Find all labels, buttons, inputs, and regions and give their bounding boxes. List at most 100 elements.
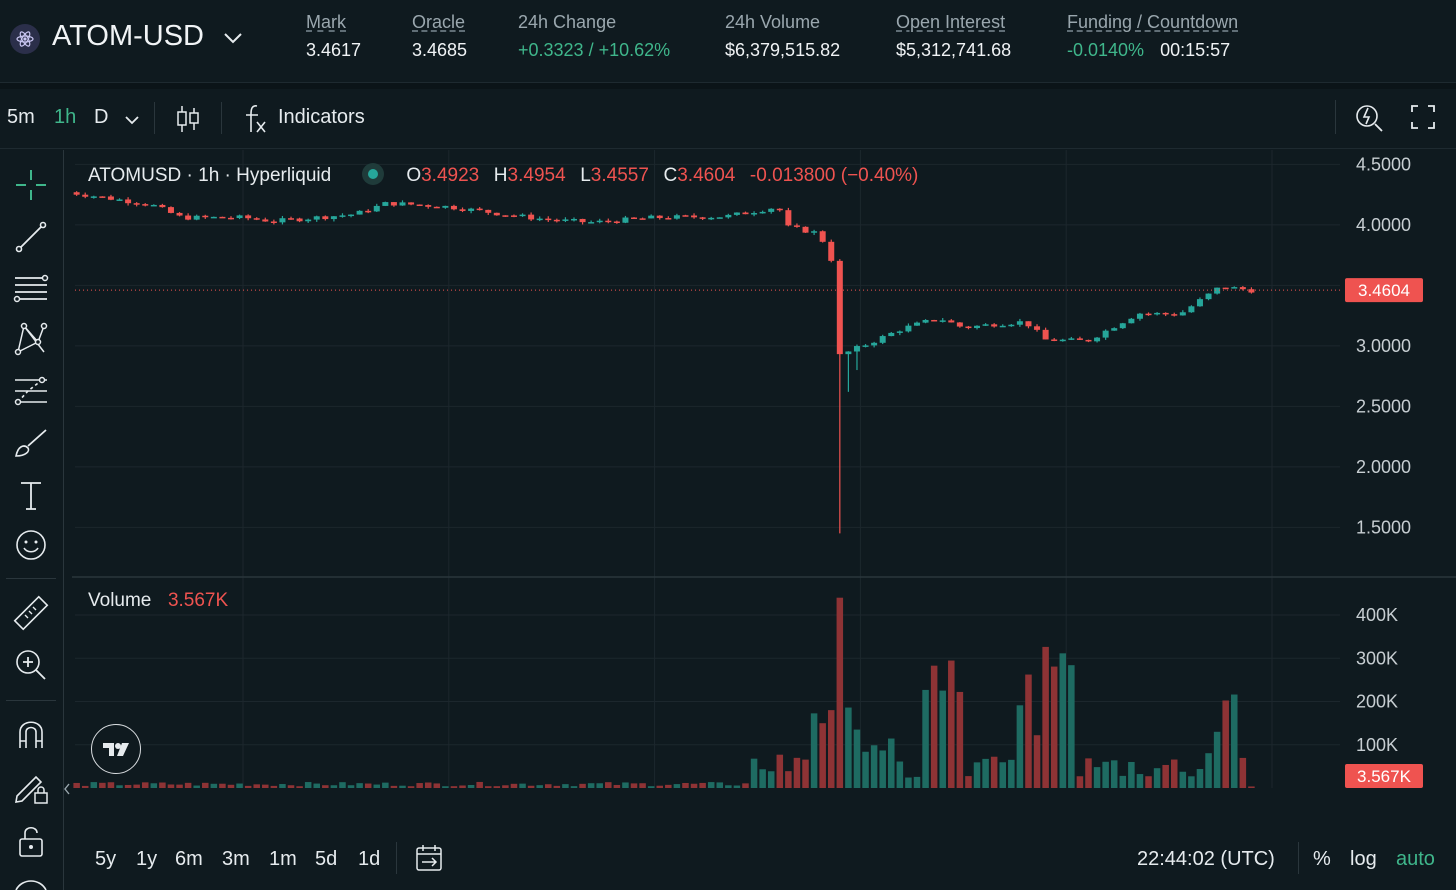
- lock-drawing-icon[interactable]: [12, 768, 50, 806]
- candle[interactable]: [699, 217, 706, 219]
- candle[interactable]: [579, 218, 586, 223]
- candle[interactable]: [262, 219, 269, 222]
- candle[interactable]: [716, 217, 723, 219]
- candle[interactable]: [605, 220, 612, 223]
- candle[interactable]: [442, 205, 449, 208]
- candle[interactable]: [150, 204, 157, 207]
- log-toggle[interactable]: log: [1350, 848, 1377, 870]
- candle[interactable]: [1119, 323, 1126, 329]
- candle[interactable]: [528, 214, 535, 220]
- range-6m[interactable]: 6m: [175, 848, 203, 870]
- candle[interactable]: [536, 218, 543, 221]
- candle[interactable]: [390, 202, 397, 206]
- open-interest-label[interactable]: Open Interest: [896, 12, 1006, 32]
- interval-1h[interactable]: 1h: [54, 106, 77, 128]
- candle[interactable]: [167, 207, 174, 213]
- candle[interactable]: [1102, 330, 1109, 338]
- candle[interactable]: [691, 215, 698, 218]
- symbol-label[interactable]: ATOMUSD · 1h · Hyperliquid: [88, 165, 332, 186]
- candle[interactable]: [622, 217, 629, 223]
- candle[interactable]: [991, 324, 998, 327]
- candle[interactable]: [1154, 312, 1161, 315]
- candle[interactable]: [1111, 328, 1118, 331]
- candle[interactable]: [965, 326, 972, 329]
- magnet-icon[interactable]: [12, 716, 50, 754]
- interval-5m[interactable]: 5m: [7, 106, 35, 128]
- candle[interactable]: [1248, 289, 1255, 293]
- candle[interactable]: [742, 212, 749, 215]
- collapse-sidebar-icon[interactable]: [62, 782, 72, 796]
- candle[interactable]: [365, 210, 372, 213]
- candle[interactable]: [665, 218, 672, 220]
- candles-icon[interactable]: [175, 104, 201, 134]
- candle[interactable]: [193, 215, 200, 220]
- candle[interactable]: [1196, 299, 1203, 307]
- candle[interactable]: [485, 209, 492, 213]
- candle[interactable]: [1076, 338, 1083, 340]
- candle[interactable]: [776, 208, 783, 211]
- range-1d[interactable]: 1d: [358, 848, 381, 870]
- candle[interactable]: [845, 351, 852, 355]
- candle[interactable]: [73, 192, 80, 195]
- candle[interactable]: [253, 218, 260, 220]
- candle[interactable]: [330, 216, 337, 220]
- candle[interactable]: [570, 218, 577, 221]
- candle[interactable]: [1051, 339, 1058, 341]
- pair-selector[interactable]: ATOM-USD: [52, 20, 204, 52]
- candle[interactable]: [811, 231, 818, 233]
- candle[interactable]: [502, 215, 509, 217]
- auto-toggle[interactable]: auto: [1396, 848, 1435, 870]
- oracle-label[interactable]: Oracle: [412, 12, 466, 32]
- candle[interactable]: [339, 215, 346, 217]
- candle[interactable]: [408, 202, 415, 205]
- candle[interactable]: [433, 206, 440, 209]
- candle[interactable]: [227, 217, 234, 220]
- candle[interactable]: [948, 320, 955, 323]
- candle[interactable]: [768, 208, 775, 212]
- candle[interactable]: [116, 199, 123, 201]
- candle[interactable]: [1231, 287, 1238, 289]
- candle[interactable]: [1222, 287, 1229, 290]
- candle[interactable]: [999, 325, 1006, 328]
- candle[interactable]: [125, 199, 132, 204]
- candle[interactable]: [1059, 339, 1066, 342]
- candle[interactable]: [510, 215, 517, 217]
- candle[interactable]: [819, 231, 826, 242]
- brush-icon[interactable]: [12, 424, 50, 462]
- candle[interactable]: [974, 325, 981, 329]
- candle[interactable]: [1042, 329, 1049, 340]
- utc-clock[interactable]: 22:44:02 (UTC): [1137, 848, 1275, 870]
- candle[interactable]: [348, 214, 355, 217]
- eye-icon[interactable]: [12, 872, 50, 890]
- fx-icon[interactable]: [243, 102, 269, 136]
- candle[interactable]: [476, 208, 483, 211]
- candle[interactable]: [1034, 326, 1041, 330]
- funding-label[interactable]: Funding / Countdown: [1067, 12, 1239, 32]
- candle[interactable]: [1162, 312, 1169, 315]
- candle[interactable]: [519, 214, 526, 217]
- zoom-in-icon[interactable]: [12, 646, 50, 684]
- candle[interactable]: [793, 225, 800, 227]
- candle[interactable]: [648, 215, 655, 219]
- candle[interactable]: [1008, 324, 1015, 327]
- candle[interactable]: [305, 219, 312, 222]
- candle[interactable]: [270, 221, 277, 223]
- candle[interactable]: [1179, 312, 1186, 316]
- candle[interactable]: [236, 215, 243, 219]
- candle[interactable]: [185, 215, 192, 220]
- candle[interactable]: [1128, 318, 1135, 324]
- indicators-button[interactable]: Indicators: [278, 106, 365, 128]
- tradingview-logo-icon[interactable]: [91, 724, 141, 774]
- lightning-search-icon[interactable]: [1354, 102, 1386, 134]
- candle[interactable]: [296, 218, 303, 222]
- candle[interactable]: [99, 196, 106, 198]
- candle[interactable]: [673, 215, 680, 219]
- candle[interactable]: [1239, 287, 1246, 290]
- crosshair-icon[interactable]: [12, 166, 50, 204]
- unlock-icon[interactable]: [12, 822, 50, 860]
- candle[interactable]: [219, 216, 226, 219]
- candle[interactable]: [459, 209, 466, 211]
- candle[interactable]: [828, 241, 835, 261]
- candle[interactable]: [939, 320, 946, 322]
- range-5d[interactable]: 5d: [315, 848, 338, 870]
